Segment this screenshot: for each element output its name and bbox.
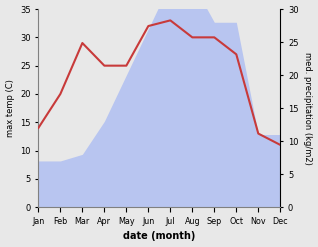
X-axis label: date (month): date (month) bbox=[123, 231, 196, 242]
Y-axis label: med. precipitation (kg/m2): med. precipitation (kg/m2) bbox=[303, 52, 313, 165]
Y-axis label: max temp (C): max temp (C) bbox=[5, 79, 15, 137]
